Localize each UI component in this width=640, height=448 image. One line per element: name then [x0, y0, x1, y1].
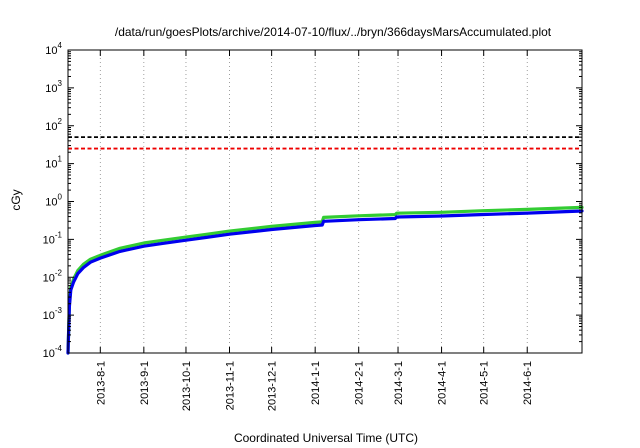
x-tick-label: 2014-3-1: [393, 361, 405, 405]
y-axis-title: cGy: [9, 189, 23, 210]
x-tick-label: 2014-5-1: [479, 361, 491, 405]
chart-title: /data/run/goesPlots/archive/2014-07-10/f…: [115, 25, 552, 39]
axes: 10-4 10-3 10-2 10-1 100 101 102 103 104 2013-8-1 2…: [43, 41, 582, 411]
y-tick-label: 104: [45, 41, 62, 57]
y-tick-label: 100: [45, 193, 62, 209]
y-tick-label: 103: [45, 79, 62, 95]
series-line-2: [66, 209, 584, 355]
y-tick-label: 10-4: [43, 344, 63, 360]
y-tick-label: 10-1: [43, 230, 63, 246]
x-tick-label: 2014-6-1: [522, 361, 534, 405]
y-tick-label: 101: [45, 155, 62, 171]
y-tick-label: 102: [45, 117, 62, 133]
grid: [99, 50, 528, 353]
x-tick-label: 2013-10-1: [181, 361, 193, 411]
y-tick-label: 10-3: [43, 306, 63, 322]
series-line-1: [66, 205, 584, 355]
plot-frame: [67, 49, 583, 354]
x-tick-label: 2013-9-1: [139, 361, 151, 405]
x-tick-label: 2013-8-1: [95, 361, 107, 405]
series-layer: [66, 205, 584, 355]
y-tick-label: 10-2: [43, 268, 63, 284]
x-tick-label: 2013-11-1: [225, 361, 237, 410]
reference-lines: [68, 136, 582, 150]
x-axis-title: Coordinated Universal Time (UTC): [234, 431, 418, 445]
x-tick-label: 2013-12-1: [267, 361, 279, 411]
x-tick-label: 2014-1-1: [310, 361, 322, 405]
x-tick-label: 2014-2-1: [354, 361, 366, 405]
x-tick-label: 2014-4-1: [437, 361, 449, 405]
